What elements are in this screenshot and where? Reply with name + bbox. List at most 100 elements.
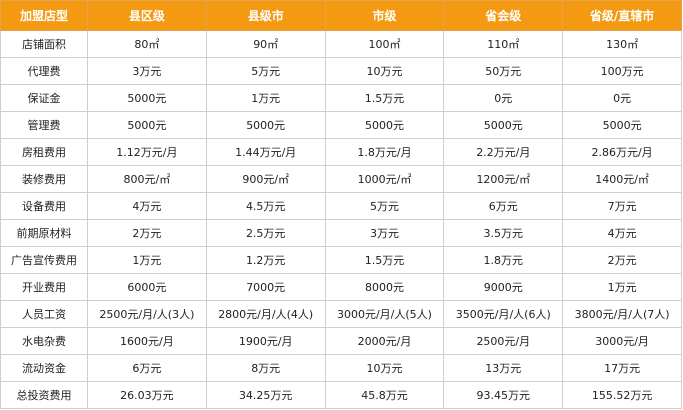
table-row: 保证金 5000元 1万元 1.5万元 0元 0元 — [0, 84, 682, 112]
table-header-row: 加盟店型 县区级 县级市 市级 省会级 省级/直辖市 — [0, 0, 682, 31]
table-row: 前期原材料 2万元 2.5万元 3万元 3.5万元 4万元 — [0, 219, 682, 247]
table-cell: 4万元 — [87, 192, 207, 220]
row-label: 代理费 — [0, 57, 88, 85]
row-label: 前期原材料 — [0, 219, 88, 247]
table-cell: 1.12万元/月 — [87, 138, 207, 166]
table-cell: 130㎡ — [562, 30, 682, 58]
header-city: 市级 — [324, 0, 445, 31]
row-label: 管理费 — [0, 111, 88, 139]
table-cell: 5000元 — [205, 111, 326, 139]
header-provincial-capital: 省会级 — [443, 0, 564, 31]
table-row: 设备费用 4万元 4.5万元 5万元 6万元 7万元 — [0, 192, 682, 220]
table-cell: 3万元 — [87, 57, 207, 85]
row-label: 流动资金 — [0, 354, 88, 382]
table-cell: 2.2万元/月 — [443, 138, 564, 166]
row-label: 总投资费用 — [0, 381, 88, 409]
row-label: 房租费用 — [0, 138, 88, 166]
table-cell: 3000元/月 — [562, 327, 682, 355]
table-cell: 90㎡ — [205, 30, 326, 58]
table-row: 总投资费用 26.03万元 34.25万元 45.8万元 93.45万元 155.52万元 — [0, 381, 682, 409]
table-cell: 1万元 — [87, 246, 207, 274]
table-cell: 1.5万元 — [324, 246, 445, 274]
table-cell: 3000元/月/人(5人) — [324, 300, 445, 328]
table-cell: 1.5万元 — [324, 84, 445, 112]
table-cell: 110㎡ — [443, 30, 564, 58]
table-cell: 6万元 — [443, 192, 564, 220]
table-cell: 2500元/月/人(3人) — [87, 300, 207, 328]
row-label: 装修费用 — [0, 165, 88, 193]
table-cell: 3800元/月/人(7人) — [562, 300, 682, 328]
row-label: 开业费用 — [0, 273, 88, 301]
table-cell: 7万元 — [562, 192, 682, 220]
table-cell: 8000元 — [324, 273, 445, 301]
table-cell: 4.5万元 — [205, 192, 326, 220]
table-cell: 80㎡ — [87, 30, 207, 58]
table-cell: 5000元 — [443, 111, 564, 139]
table-cell: 3万元 — [324, 219, 445, 247]
table-row: 水电杂费 1600元/月 1900元/月 2000元/月 2500元/月 3000元/月 — [0, 327, 682, 355]
table-cell: 45.8万元 — [324, 381, 445, 409]
table-cell: 9000元 — [443, 273, 564, 301]
table-cell: 5万元 — [205, 57, 326, 85]
row-label: 水电杂费 — [0, 327, 88, 355]
table-cell: 2万元 — [87, 219, 207, 247]
table-cell: 1.44万元/月 — [205, 138, 326, 166]
table-cell: 155.52万元 — [562, 381, 682, 409]
table-cell: 100万元 — [562, 57, 682, 85]
table-cell: 93.45万元 — [443, 381, 564, 409]
row-label: 设备费用 — [0, 192, 88, 220]
table-cell: 34.25万元 — [205, 381, 326, 409]
header-province-municipality: 省级/直辖市 — [562, 0, 682, 31]
table-cell: 2.86万元/月 — [562, 138, 682, 166]
table-row: 房租费用 1.12万元/月 1.44万元/月 1.8万元/月 2.2万元/月 2.86万元… — [0, 138, 682, 166]
table-cell: 5000元 — [87, 84, 207, 112]
header-county-district: 县区级 — [87, 0, 207, 31]
table-cell: 5万元 — [324, 192, 445, 220]
table-cell: 1.8万元/月 — [324, 138, 445, 166]
table-cell: 100㎡ — [324, 30, 445, 58]
table-cell: 1万元 — [562, 273, 682, 301]
table-cell: 1.2万元 — [205, 246, 326, 274]
table-cell: 1.8万元 — [443, 246, 564, 274]
table-cell: 1200元/㎡ — [443, 165, 564, 193]
row-label: 保证金 — [0, 84, 88, 112]
table-row: 广告宣传费用 1万元 1.2万元 1.5万元 1.8万元 2万元 — [0, 246, 682, 274]
table-row: 代理费 3万元 5万元 10万元 50万元 100万元 — [0, 57, 682, 85]
header-county-city: 县级市 — [205, 0, 326, 31]
table-row: 管理费 5000元 5000元 5000元 5000元 5000元 — [0, 111, 682, 139]
table-cell: 13万元 — [443, 354, 564, 382]
table-row: 开业费用 6000元 7000元 8000元 9000元 1万元 — [0, 273, 682, 301]
table-cell: 1000元/㎡ — [324, 165, 445, 193]
row-label: 广告宣传费用 — [0, 246, 88, 274]
table-cell: 10万元 — [324, 57, 445, 85]
table-cell: 5000元 — [562, 111, 682, 139]
table-cell: 1900元/月 — [205, 327, 326, 355]
table-cell: 3500元/月/人(6人) — [443, 300, 564, 328]
row-label: 店铺面积 — [0, 30, 88, 58]
table-cell: 5000元 — [324, 111, 445, 139]
table-row: 店铺面积 80㎡ 90㎡ 100㎡ 110㎡ 130㎡ — [0, 30, 682, 58]
table-cell: 2000元/月 — [324, 327, 445, 355]
table-cell: 26.03万元 — [87, 381, 207, 409]
table-cell: 2万元 — [562, 246, 682, 274]
table-row: 装修费用 800元/㎡ 900元/㎡ 1000元/㎡ 1200元/㎡ 1400元/㎡ — [0, 165, 682, 193]
table-row: 流动资金 6万元 8万元 10万元 13万元 17万元 — [0, 354, 682, 382]
header-store-type: 加盟店型 — [0, 0, 88, 31]
table-cell: 6000元 — [87, 273, 207, 301]
table-cell: 7000元 — [205, 273, 326, 301]
table-cell: 8万元 — [205, 354, 326, 382]
table-cell: 17万元 — [562, 354, 682, 382]
table-cell: 0元 — [562, 84, 682, 112]
table-cell: 3.5万元 — [443, 219, 564, 247]
table-cell: 1400元/㎡ — [562, 165, 682, 193]
table-cell: 2800元/月/人(4人) — [205, 300, 326, 328]
table-cell: 0元 — [443, 84, 564, 112]
table-cell: 800元/㎡ — [87, 165, 207, 193]
row-label: 人员工资 — [0, 300, 88, 328]
table-cell: 2500元/月 — [443, 327, 564, 355]
table-cell: 5000元 — [87, 111, 207, 139]
table-cell: 50万元 — [443, 57, 564, 85]
table-cell: 1万元 — [205, 84, 326, 112]
table-cell: 900元/㎡ — [205, 165, 326, 193]
